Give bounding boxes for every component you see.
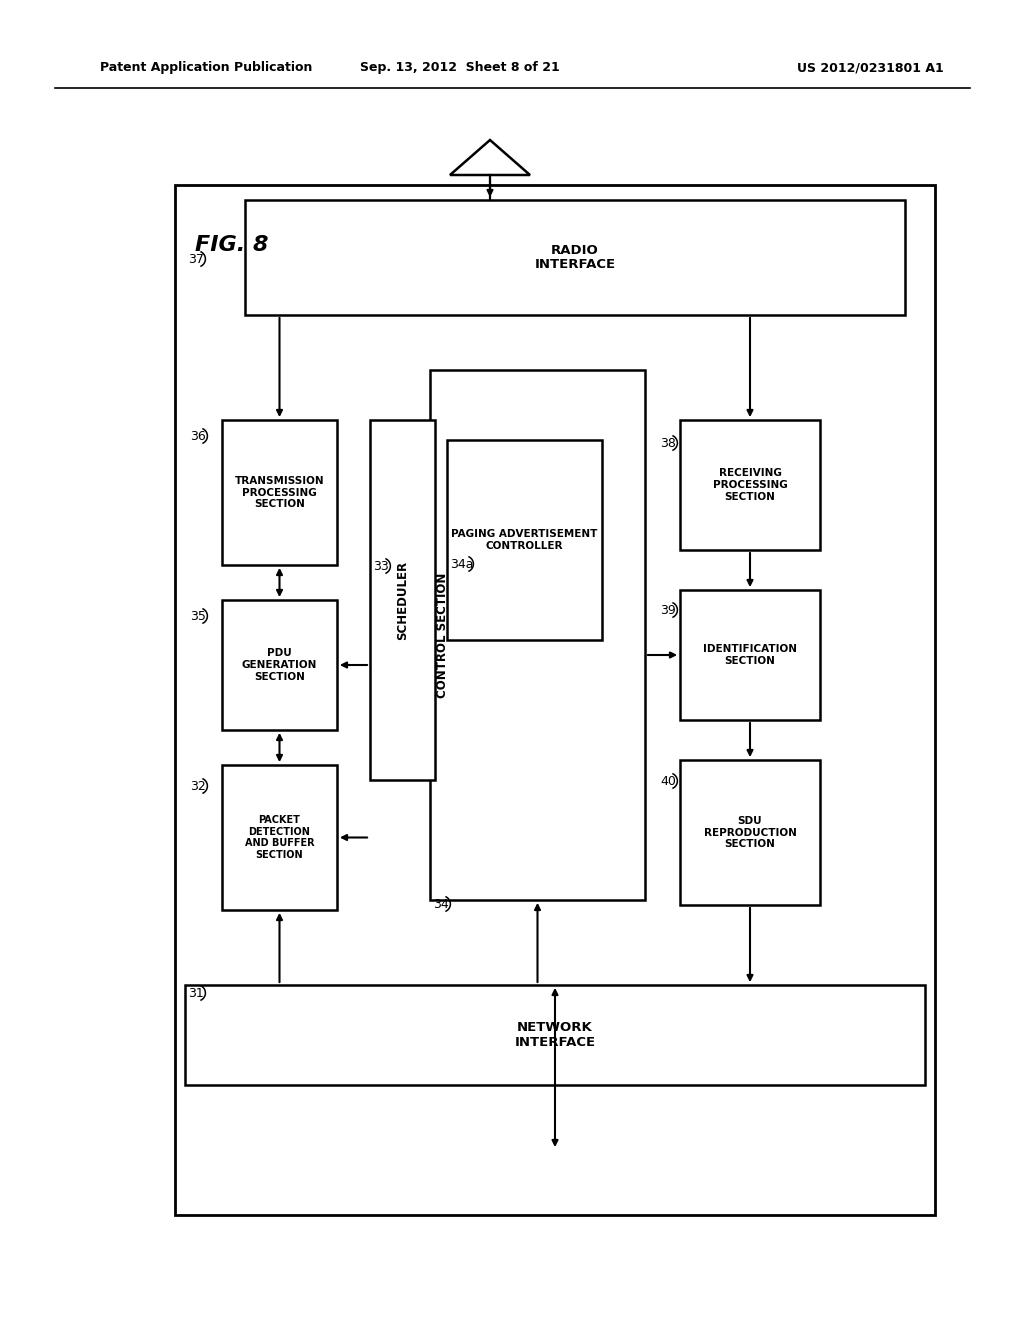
Text: 35: 35 [190,610,206,623]
Text: RADIO
INTERFACE: RADIO INTERFACE [535,243,615,272]
Text: FIG. 8: FIG. 8 [195,235,268,255]
Bar [222,766,337,909]
Text: CONTROL SECTION: CONTROL SECTION [436,573,450,698]
Bar [370,420,435,780]
Text: 34a: 34a [450,558,473,572]
Text: PAGING ADVERTISEMENT
CONTROLLER: PAGING ADVERTISEMENT CONTROLLER [452,529,598,550]
Text: Sep. 13, 2012  Sheet 8 of 21: Sep. 13, 2012 Sheet 8 of 21 [360,62,560,74]
Text: 36: 36 [190,430,206,444]
Text: 32: 32 [190,780,206,793]
Text: PACKET
DETECTION
AND BUFFER
SECTION: PACKET DETECTION AND BUFFER SECTION [245,814,314,859]
Text: IDENTIFICATION
SECTION: IDENTIFICATION SECTION [703,644,797,665]
Bar [430,370,645,900]
Text: SDU
REPRODUCTION
SECTION: SDU REPRODUCTION SECTION [703,816,797,849]
Bar [447,440,602,640]
Text: 33: 33 [373,560,389,573]
Bar [222,601,337,730]
Text: 40: 40 [660,775,676,788]
Text: 34: 34 [433,898,449,911]
Bar [680,760,820,906]
Text: RECEIVING
PROCESSING
SECTION: RECEIVING PROCESSING SECTION [713,469,787,502]
Bar [680,590,820,719]
Bar [185,985,925,1085]
Bar [222,420,337,565]
Text: 37: 37 [188,253,204,267]
Bar [175,185,935,1214]
Bar [680,420,820,550]
Text: TRANSMISSION
PROCESSING
SECTION: TRANSMISSION PROCESSING SECTION [234,477,325,510]
Text: 31: 31 [188,987,204,1001]
Text: NETWORK
INTERFACE: NETWORK INTERFACE [514,1020,596,1049]
Text: Patent Application Publication: Patent Application Publication [100,62,312,74]
Text: SCHEDULER: SCHEDULER [396,561,409,640]
Bar [245,201,905,315]
Text: 38: 38 [660,437,676,450]
Text: US 2012/0231801 A1: US 2012/0231801 A1 [797,62,943,74]
Text: PDU
GENERATION
SECTION: PDU GENERATION SECTION [242,648,317,681]
Text: 39: 39 [660,605,676,616]
